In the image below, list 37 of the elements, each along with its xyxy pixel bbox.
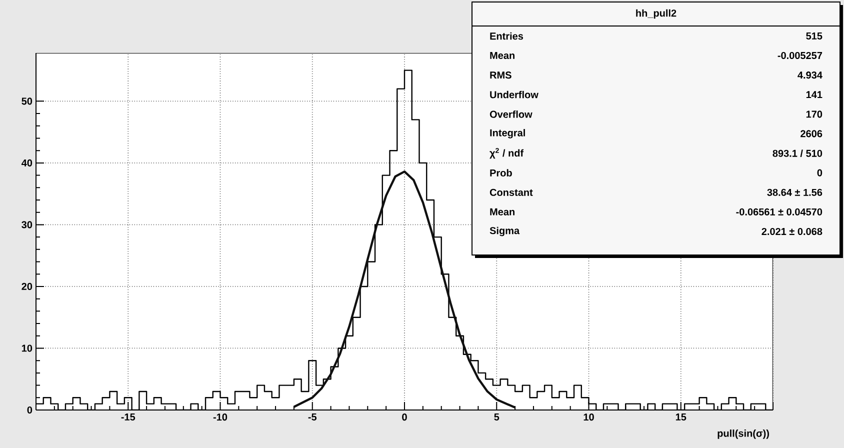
text: 0	[817, 169, 822, 176]
text: 515	[806, 32, 822, 40]
x-tick-label: 0	[402, 414, 407, 421]
annotation: χ$^{2}$ / ndf	[490, 148, 524, 159]
x-tick-label: 15	[676, 414, 686, 421]
annotation: 893.1 / 510	[772, 150, 822, 158]
y-tick-label: 50	[22, 98, 32, 105]
text: -0.005257	[778, 52, 822, 60]
x-tick-label: 10	[584, 414, 594, 421]
y-tick-label: 0	[27, 406, 32, 414]
x-tick-label: -5	[308, 414, 317, 421]
annotation: Underflow	[490, 90, 538, 98]
text: 2606	[800, 130, 822, 138]
annotation: -0.06561 ± 0.04570	[736, 208, 822, 216]
x-tick-label: 5	[494, 414, 500, 421]
text: Entries	[490, 32, 524, 40]
y-tick-label: 40	[22, 159, 32, 166]
annotation: Mean	[490, 52, 514, 59]
x-tick-label: -15	[121, 414, 136, 421]
annotation: Mean	[490, 208, 514, 216]
annotation: Sigma	[490, 226, 520, 236]
x-tick-label: -10	[213, 414, 228, 421]
y-tick-label: 30	[22, 221, 32, 228]
text: 4.934	[798, 72, 822, 79]
annotation: 2.021 ± 0.068	[762, 228, 822, 236]
annotation: 38.64 ± 1.56	[767, 188, 822, 196]
text: 170	[806, 110, 822, 118]
y-tick-label: 20	[22, 282, 32, 290]
x-axis-title: pull(sin(σ))	[718, 430, 769, 439]
annotation: Prob	[490, 169, 512, 176]
y-tick-label: 10	[22, 344, 32, 352]
annotation: Overflow	[490, 110, 532, 118]
annotation: Constant	[490, 188, 533, 196]
annotation: Integral	[490, 129, 525, 138]
chart-title: hh_pull2	[636, 9, 676, 19]
text: 141	[806, 91, 822, 98]
annotation: RMS	[490, 72, 512, 79]
